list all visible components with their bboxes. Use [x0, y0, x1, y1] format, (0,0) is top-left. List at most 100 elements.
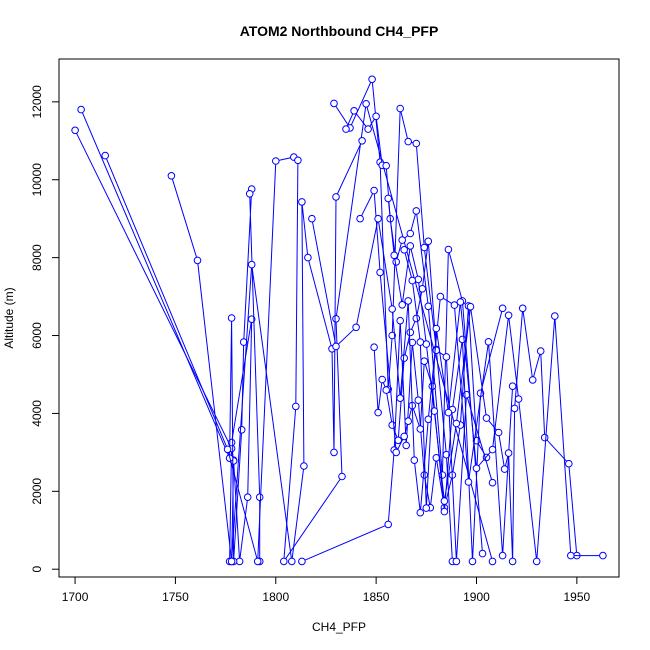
- data-point: [374, 214, 382, 223]
- data-point: [488, 478, 497, 487]
- data-point: [436, 292, 445, 301]
- chart-title: ATOM2 Northbound CH4_PFP: [240, 23, 439, 39]
- series-line-0: [74, 130, 253, 562]
- data-point: [390, 251, 399, 260]
- data-point: [243, 493, 252, 502]
- data-point: [330, 448, 338, 457]
- y-axis-label: Altitude (m): [2, 287, 16, 348]
- series-0: [71, 126, 256, 566]
- data-point: [272, 157, 280, 165]
- data-point: [504, 311, 513, 320]
- data-point: [396, 316, 405, 325]
- data-point: [368, 75, 376, 84]
- data-point: [414, 396, 423, 405]
- y-tick-label-3: 6000: [30, 322, 44, 349]
- series-3: [167, 137, 366, 566]
- data-point: [456, 298, 465, 306]
- data-point: [494, 428, 503, 437]
- series-line-10: [387, 198, 578, 562]
- data-point: [532, 557, 541, 566]
- data-point: [392, 448, 401, 457]
- data-point: [430, 407, 439, 415]
- data-point: [514, 395, 523, 403]
- data-point: [528, 376, 537, 384]
- data-point: [378, 375, 387, 384]
- data-point: [551, 312, 559, 320]
- data-point: [332, 315, 340, 323]
- data-point: [412, 314, 421, 323]
- series-line-5: [345, 109, 483, 554]
- data-point: [227, 557, 236, 566]
- data-point: [498, 551, 507, 560]
- data-point: [424, 237, 433, 246]
- data-point: [304, 253, 312, 262]
- data-point: [420, 471, 429, 479]
- data-point: [358, 137, 366, 145]
- data-point: [468, 557, 477, 566]
- y-tick-label-2: 4000: [30, 400, 44, 427]
- data-point: [484, 338, 493, 346]
- data-point: [412, 207, 421, 215]
- data-point: [388, 305, 397, 313]
- data-point: [452, 557, 461, 566]
- data-point: [404, 137, 413, 146]
- data-point: [330, 99, 338, 108]
- data-point: [416, 425, 425, 433]
- data-point: [400, 246, 409, 254]
- data-point: [300, 462, 308, 470]
- data-point: [440, 497, 449, 505]
- data-point: [338, 472, 346, 481]
- data-point: [432, 324, 441, 333]
- data-point: [396, 104, 405, 113]
- data-point: [482, 414, 491, 422]
- data-point: [464, 478, 473, 486]
- x-tick-label-0: 1700: [62, 590, 89, 604]
- series-2: [101, 100, 497, 566]
- series-line-9: [311, 218, 514, 556]
- data-point: [518, 304, 527, 313]
- data-point: [288, 557, 296, 566]
- data-point: [342, 125, 350, 133]
- data-point: [376, 268, 384, 277]
- plot-area: [58, 58, 620, 578]
- data-point: [167, 172, 176, 180]
- data-point: [239, 338, 248, 346]
- data-point: [400, 432, 409, 441]
- data-point: [406, 229, 415, 238]
- x-axis-label: CH4_PFP: [312, 620, 366, 634]
- data-point: [440, 507, 449, 516]
- data-point: [498, 304, 507, 313]
- data-point: [540, 433, 549, 442]
- data-point: [420, 357, 429, 366]
- data-point: [294, 156, 302, 165]
- series-10: [384, 194, 581, 566]
- data-point: [406, 242, 415, 250]
- data-point: [362, 100, 370, 108]
- series-line-7: [373, 241, 493, 562]
- data-point: [536, 347, 545, 355]
- data-point: [298, 198, 306, 206]
- data-point: [372, 112, 380, 121]
- data-point: [416, 338, 425, 346]
- series-11: [400, 246, 607, 566]
- data-point: [101, 151, 109, 160]
- data-point: [450, 301, 459, 309]
- data-point: [384, 520, 393, 529]
- data-point: [404, 297, 413, 305]
- data-point: [394, 436, 403, 445]
- data-point: [452, 419, 461, 428]
- data-point: [388, 331, 397, 340]
- data-point: [508, 557, 517, 566]
- data-point: [510, 404, 519, 413]
- data-point: [350, 107, 358, 115]
- y-tick-label-6: 12000: [30, 85, 44, 119]
- data-point: [408, 276, 417, 285]
- data-point: [410, 456, 419, 465]
- data-point: [500, 465, 509, 473]
- x-tick-label-4: 1900: [463, 590, 490, 604]
- data-point: [71, 126, 79, 135]
- data-point: [374, 408, 382, 417]
- data-point: [466, 302, 475, 311]
- x-tick-label-5: 1950: [563, 590, 590, 604]
